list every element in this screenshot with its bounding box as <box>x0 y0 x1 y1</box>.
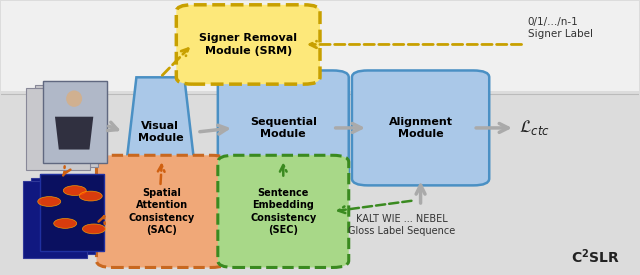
Ellipse shape <box>66 90 82 107</box>
Text: 0/1/.../n-1
Signer Label: 0/1/.../n-1 Signer Label <box>527 17 593 39</box>
FancyBboxPatch shape <box>23 181 87 258</box>
FancyBboxPatch shape <box>218 70 349 185</box>
Polygon shape <box>55 117 93 150</box>
FancyBboxPatch shape <box>1 0 639 97</box>
Text: Spatial
Attention
Consistency
(SAC): Spatial Attention Consistency (SAC) <box>129 188 195 235</box>
FancyBboxPatch shape <box>218 155 349 268</box>
Circle shape <box>79 191 102 201</box>
FancyBboxPatch shape <box>97 155 227 268</box>
FancyBboxPatch shape <box>26 88 90 170</box>
FancyBboxPatch shape <box>1 91 639 274</box>
Circle shape <box>63 186 86 196</box>
FancyBboxPatch shape <box>43 81 107 163</box>
Text: Alignment
Module: Alignment Module <box>388 117 452 139</box>
Text: Sequential
Module: Sequential Module <box>250 117 317 139</box>
FancyBboxPatch shape <box>40 174 104 251</box>
FancyBboxPatch shape <box>40 174 104 251</box>
Polygon shape <box>124 77 197 187</box>
Text: Visual
Module: Visual Module <box>138 121 183 143</box>
FancyBboxPatch shape <box>352 70 489 185</box>
Text: Sentence
Embedding
Consistency
(SEC): Sentence Embedding Consistency (SEC) <box>250 188 316 235</box>
Text: Signer Removal
Module (SRM): Signer Removal Module (SRM) <box>199 33 297 56</box>
Circle shape <box>54 219 77 228</box>
FancyBboxPatch shape <box>43 81 107 163</box>
Text: $\mathcal{L}_{ctc}$: $\mathcal{L}_{ctc}$ <box>519 119 550 138</box>
FancyBboxPatch shape <box>35 85 99 167</box>
FancyBboxPatch shape <box>176 5 320 84</box>
Circle shape <box>83 224 106 234</box>
Circle shape <box>38 197 61 207</box>
Text: KALT WIE ... NEBEL
Gloss Label Sequence: KALT WIE ... NEBEL Gloss Label Sequence <box>348 214 455 236</box>
Text: $\mathbf{C^2}$SLR: $\mathbf{C^2}$SLR <box>572 248 620 266</box>
FancyBboxPatch shape <box>31 178 95 254</box>
